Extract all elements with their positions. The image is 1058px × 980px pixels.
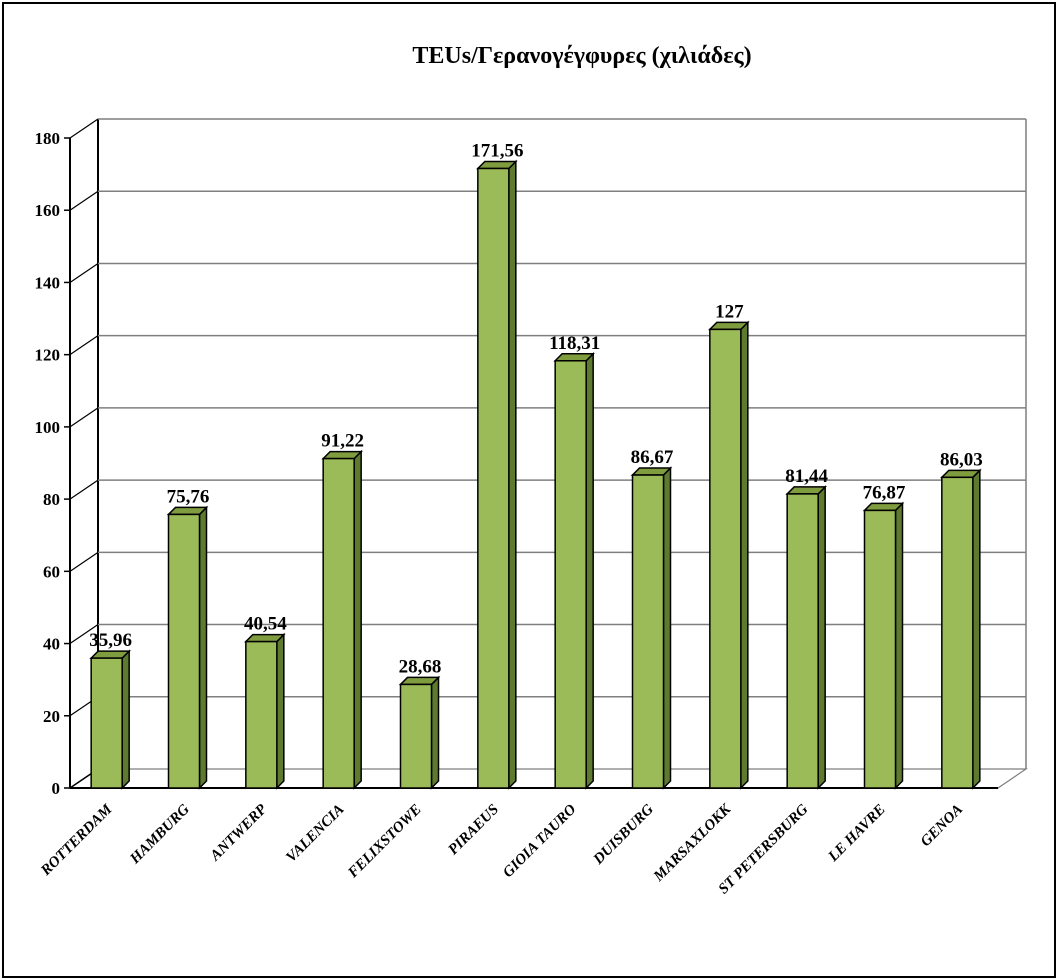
y-tick-label: 40 bbox=[43, 635, 60, 654]
bar-top bbox=[630, 467, 673, 476]
bar bbox=[477, 167, 510, 789]
gridline-diagonal bbox=[69, 624, 99, 645]
category-label: VALENCIA bbox=[283, 802, 347, 866]
bar-top bbox=[476, 160, 518, 170]
bar-side bbox=[894, 501, 904, 790]
value-label: 118,31 bbox=[549, 333, 600, 354]
category-label: LE HAVRE bbox=[825, 802, 889, 866]
bar-side bbox=[972, 468, 981, 790]
bar bbox=[631, 474, 665, 789]
y-tick-label: 0 bbox=[52, 779, 61, 798]
bar bbox=[709, 328, 742, 789]
value-label: 171,56 bbox=[471, 140, 523, 161]
category-label: ROTTERDAM bbox=[37, 801, 115, 879]
value-label: 40,54 bbox=[244, 614, 287, 635]
category-label: ANTWERP bbox=[207, 801, 271, 865]
category-label: FELIXSTOWE bbox=[345, 802, 425, 882]
bar-side bbox=[740, 320, 749, 790]
y-tick-label: 100 bbox=[35, 418, 61, 437]
value-labels: 35,96 75,76 40,54 91,22 28,68 171,56 118,31 86,… bbox=[89, 140, 982, 677]
y-tick-label: 140 bbox=[35, 273, 61, 292]
gridline-diagonal bbox=[69, 479, 99, 500]
value-label: 75,76 bbox=[167, 486, 210, 507]
bar-side bbox=[585, 351, 594, 790]
bar bbox=[863, 509, 897, 789]
gridline-diagonal bbox=[69, 407, 99, 428]
category-labels: ROTTERDAM HAMBURG ANTWERP VALENCIAFELIXSTOW… bbox=[37, 801, 966, 898]
gridline-diagonal bbox=[69, 335, 99, 356]
y-tick-label: 80 bbox=[43, 490, 60, 509]
bar bbox=[322, 457, 355, 789]
gridline-diagonal bbox=[69, 262, 99, 283]
category-label: MARSAXLOKK bbox=[650, 801, 735, 886]
value-label: 127 bbox=[715, 301, 744, 322]
y-tick-label: 60 bbox=[43, 562, 60, 581]
gridline-diagonal bbox=[69, 551, 99, 572]
bar-side bbox=[817, 485, 826, 790]
bars bbox=[89, 159, 982, 790]
y-tick-label: 160 bbox=[35, 201, 61, 220]
bar-side bbox=[198, 505, 208, 790]
bar bbox=[245, 640, 278, 789]
bar-top bbox=[244, 633, 286, 643]
bar bbox=[90, 657, 123, 789]
bar bbox=[941, 476, 974, 789]
bar bbox=[167, 513, 201, 789]
bar bbox=[399, 683, 433, 789]
bar-top bbox=[321, 450, 363, 460]
value-label: 86,03 bbox=[940, 449, 983, 470]
y-tick-label: 120 bbox=[35, 346, 61, 365]
bar-top bbox=[940, 469, 982, 479]
bar-side bbox=[276, 632, 285, 790]
bar-top bbox=[862, 502, 905, 512]
category-label: DUISBURG bbox=[590, 801, 657, 868]
bar-top bbox=[708, 321, 750, 331]
y-axis-ticks: 0 20 40 60 80 100 120 140 160 180 bbox=[35, 129, 70, 798]
bar-side bbox=[430, 675, 440, 790]
gridline-diagonal bbox=[69, 118, 99, 139]
value-label: 86,67 bbox=[631, 447, 674, 468]
value-label: 91,22 bbox=[321, 431, 364, 452]
category-label: GENOA bbox=[918, 802, 966, 850]
value-label: 81,44 bbox=[785, 466, 828, 487]
value-label: 35,96 bbox=[89, 630, 132, 651]
category-label: PIRAEUS bbox=[445, 802, 502, 859]
bar bbox=[786, 493, 819, 789]
y-tick-label: 180 bbox=[35, 129, 61, 148]
bar bbox=[554, 360, 587, 789]
gridline-diagonal bbox=[69, 190, 99, 211]
y-tick-label: 20 bbox=[43, 707, 60, 726]
bar-top bbox=[89, 650, 131, 659]
category-label: GIOIA TAURO bbox=[500, 801, 580, 881]
bar-top bbox=[166, 506, 209, 516]
bar-side bbox=[353, 449, 362, 790]
bar-side bbox=[121, 649, 130, 790]
value-label: 28,68 bbox=[399, 656, 442, 677]
chart-title: TEUs/Γερανογέγφυρες (χιλιάδες) bbox=[412, 43, 751, 69]
bar-side bbox=[508, 159, 517, 790]
bar-side bbox=[662, 466, 672, 790]
bar-top bbox=[785, 486, 827, 495]
category-label: HAMBURG bbox=[127, 801, 193, 867]
bar-top bbox=[553, 353, 595, 362]
bar-top bbox=[398, 676, 441, 686]
value-label: 76,87 bbox=[863, 482, 906, 503]
